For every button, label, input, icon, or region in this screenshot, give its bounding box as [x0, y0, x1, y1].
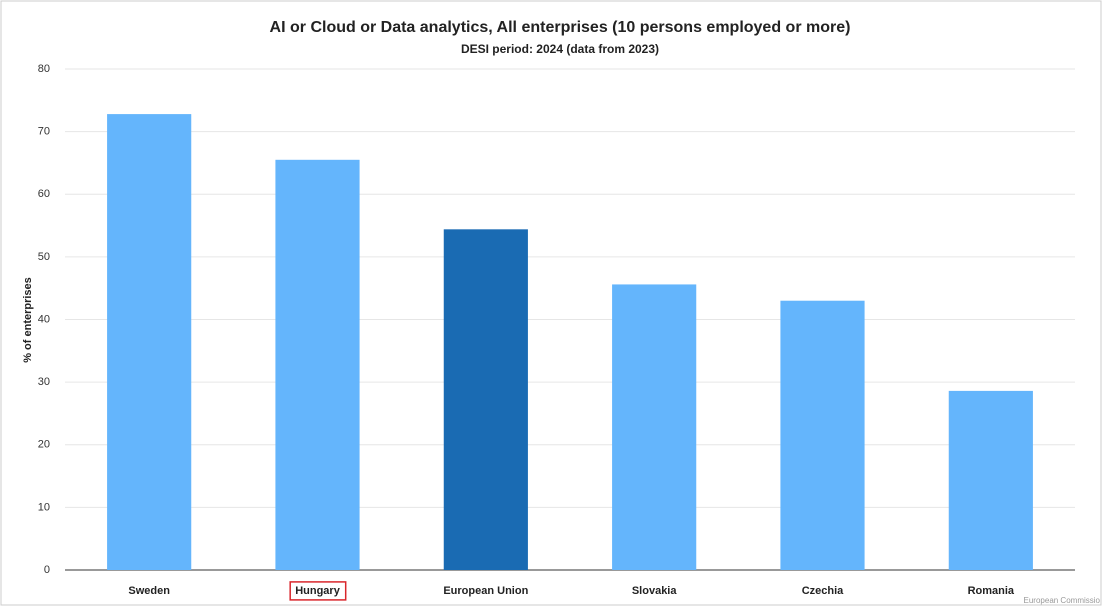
bar — [612, 284, 697, 570]
bar — [443, 229, 528, 570]
x-tick-label: Sweden — [128, 585, 170, 597]
bar — [275, 159, 360, 570]
y-tick-label: 10 — [38, 501, 50, 513]
bar — [948, 390, 1033, 570]
y-tick-label: 40 — [38, 313, 50, 325]
source: European Commissio — [1024, 596, 1101, 605]
x-tick-label: Slovakia — [632, 585, 678, 597]
highlight-box — [289, 581, 347, 601]
y-tick-label: 80 — [38, 63, 50, 75]
bar — [107, 114, 192, 570]
y-tick-label: 0 — [44, 564, 50, 576]
x-tick-label: European Union — [443, 585, 528, 597]
bar — [780, 300, 865, 570]
y-tick-label: 60 — [38, 188, 50, 200]
x-tick-label: Hungary — [295, 585, 341, 597]
y-axis-label: % of enterprises — [22, 277, 34, 363]
chart-title: AI or Cloud or Data analytics, All enter… — [270, 19, 851, 36]
y-tick-label: 30 — [38, 376, 50, 388]
x-tick-label: Romania — [968, 585, 1015, 597]
y-tick-label: 20 — [38, 439, 50, 451]
y-tick-label: 70 — [38, 126, 50, 138]
x-tick-label: Czechia — [802, 585, 844, 597]
chart-subtitle: DESI period: 2024 (data from 2023) — [461, 42, 659, 56]
y-tick-label: 50 — [38, 251, 50, 263]
